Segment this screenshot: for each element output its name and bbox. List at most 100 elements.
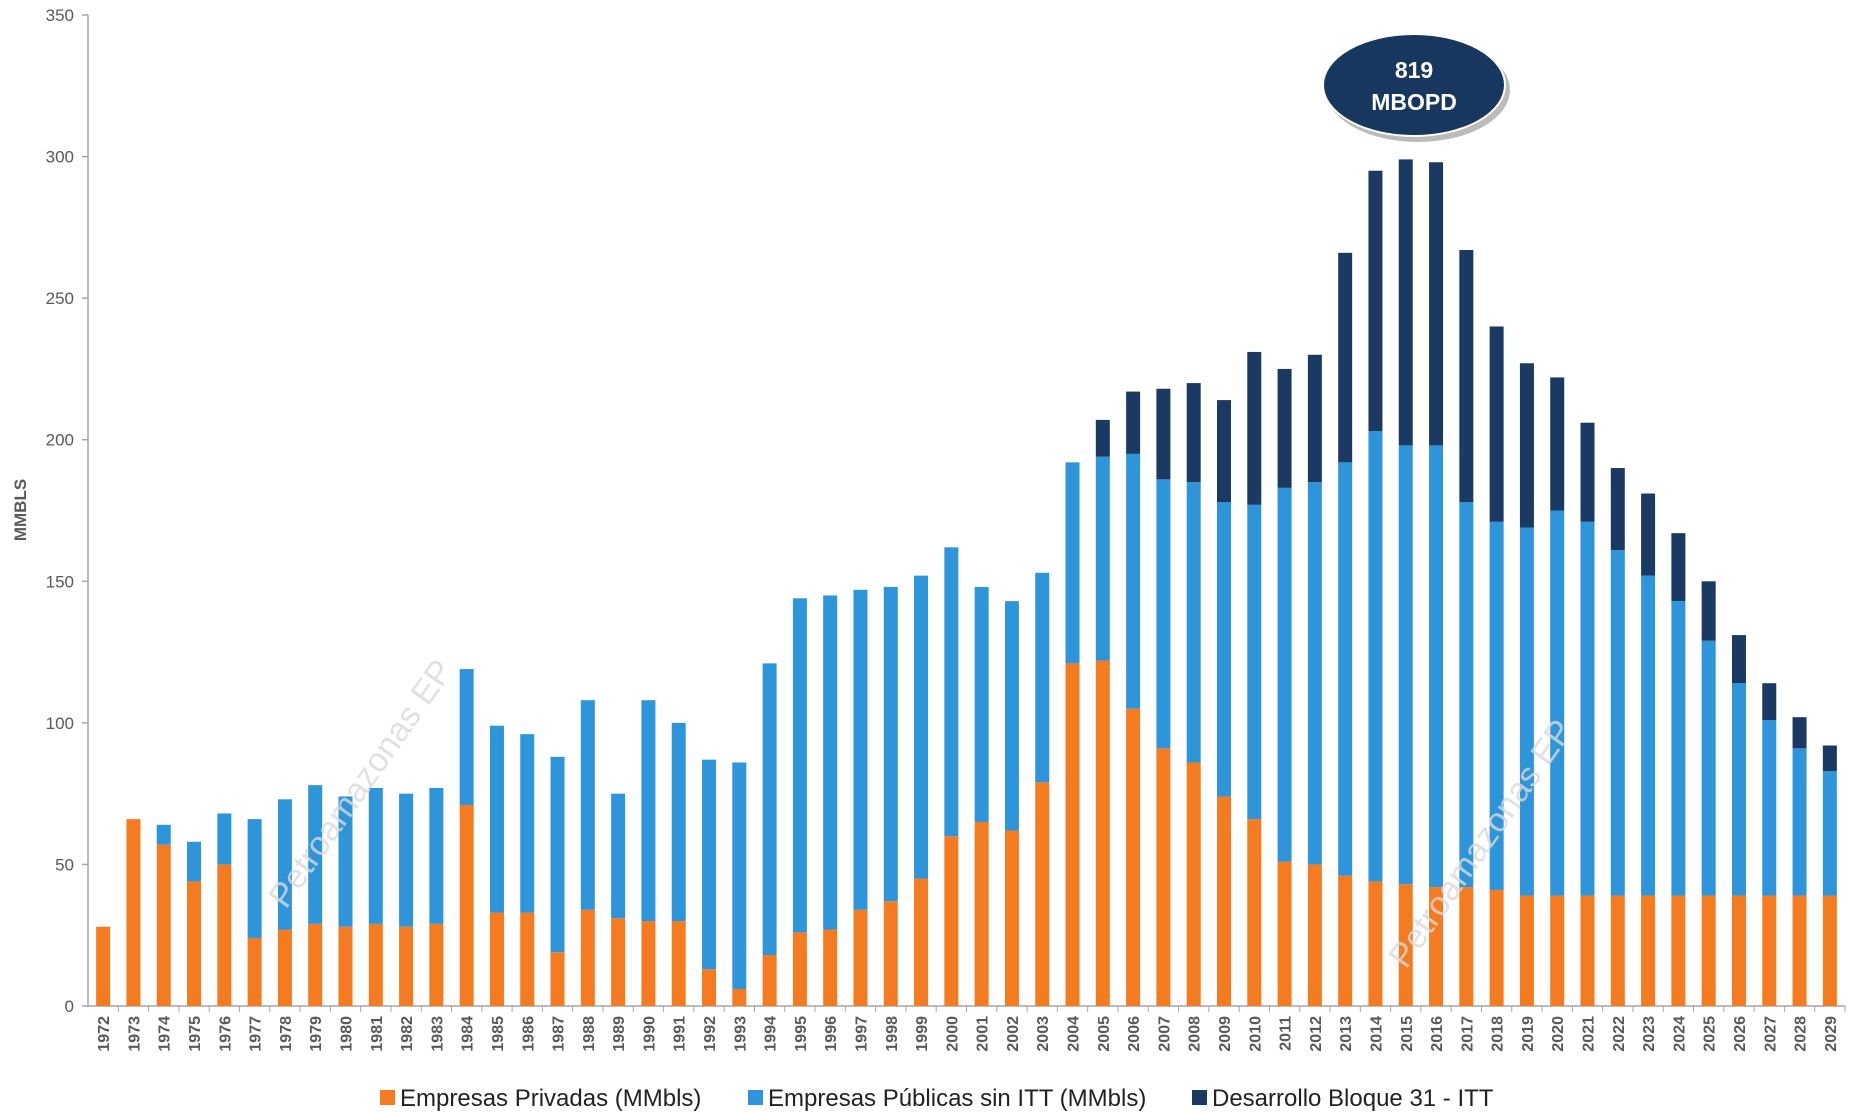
bar [611, 793, 626, 919]
bar [671, 921, 686, 1006]
bar [1126, 453, 1141, 709]
bar [1126, 391, 1141, 454]
bar [187, 841, 202, 882]
bar [1216, 796, 1231, 1006]
bar [1701, 895, 1716, 1006]
x-tick-label: 1980 [338, 1016, 355, 1052]
bar [1429, 887, 1444, 1006]
x-tick-label: 2005 [1096, 1016, 1113, 1052]
annotation-bubble [1322, 33, 1506, 137]
bar [429, 923, 444, 1006]
bar [1489, 326, 1504, 522]
bar [1489, 889, 1504, 1006]
x-tick-label: 2001 [975, 1016, 992, 1052]
bar [1792, 748, 1807, 896]
x-tick-label: 2003 [1035, 1016, 1052, 1052]
x-tick-label: 1991 [672, 1016, 689, 1052]
bar [338, 926, 353, 1006]
bar [792, 932, 807, 1006]
bar [1065, 462, 1080, 664]
legend-swatch [748, 1090, 763, 1105]
bar [1792, 895, 1807, 1006]
bar [1186, 383, 1201, 483]
bar [1307, 482, 1322, 865]
x-tick-label: 2016 [1429, 1016, 1446, 1052]
bar [914, 878, 929, 1006]
bar [853, 909, 868, 1006]
bar [1338, 252, 1353, 463]
bar [1277, 861, 1292, 1006]
bar [277, 929, 292, 1006]
bar [1277, 487, 1292, 862]
bar [641, 921, 656, 1006]
x-tick-label: 1981 [369, 1016, 386, 1052]
bar [762, 955, 777, 1006]
bar [974, 821, 989, 1006]
legend-label: Empresas Públicas sin ITT (MMbls) [768, 1085, 1146, 1112]
bar [944, 547, 959, 837]
x-tick-label: 1973 [126, 1016, 143, 1052]
legend-swatch [380, 1090, 395, 1105]
bar [1307, 864, 1322, 1006]
annotation-text: 819 [1395, 57, 1433, 83]
x-tick-label: 1974 [157, 1016, 174, 1052]
bar [1519, 363, 1534, 528]
bar [762, 663, 777, 956]
x-tick-label: 1998 [884, 1016, 901, 1052]
bar [247, 938, 262, 1006]
bar [974, 586, 989, 822]
bar [1822, 895, 1837, 1006]
x-tick-label: 1999 [914, 1016, 931, 1052]
y-tick-label: 100 [46, 714, 74, 733]
bar [1247, 819, 1262, 1006]
bar [1641, 575, 1656, 896]
x-tick-label: 2021 [1581, 1016, 1598, 1052]
x-tick-label: 2008 [1187, 1016, 1204, 1052]
bar [1338, 875, 1353, 1006]
bar [732, 989, 747, 1006]
bar [1398, 159, 1413, 446]
bar [1247, 351, 1262, 505]
legend-label: Desarrollo Bloque 31 - ITT [1212, 1085, 1494, 1112]
x-tick-label: 1997 [853, 1016, 870, 1052]
x-tick-label: 2017 [1459, 1016, 1476, 1052]
x-tick-label: 1977 [248, 1016, 265, 1052]
bar [1368, 881, 1383, 1006]
bar [1701, 581, 1716, 641]
bar [1762, 720, 1777, 896]
bar [1216, 400, 1231, 503]
bar [1368, 431, 1383, 882]
bar [1610, 550, 1625, 896]
bar [156, 824, 171, 845]
x-tick-label: 2023 [1641, 1016, 1658, 1052]
bar [1610, 468, 1625, 551]
bar [1277, 368, 1292, 488]
x-tick-label: 2022 [1611, 1016, 1628, 1052]
x-tick-label: 1996 [823, 1016, 840, 1052]
bar [1459, 887, 1474, 1006]
bar [1580, 895, 1595, 1006]
bar [611, 918, 626, 1006]
bar [1671, 601, 1686, 896]
x-tick-label: 1990 [641, 1016, 658, 1052]
bar [792, 598, 807, 933]
bar [671, 722, 686, 922]
y-tick-label: 300 [46, 148, 74, 167]
bar [1429, 445, 1444, 888]
y-tick-label: 150 [46, 572, 74, 591]
bar [1459, 250, 1474, 503]
bar [1822, 770, 1837, 896]
bar [1368, 170, 1383, 432]
x-tick-label: 2014 [1368, 1016, 1385, 1052]
bar [580, 909, 595, 1006]
x-tick-label: 2012 [1308, 1016, 1325, 1052]
bar [1671, 895, 1686, 1006]
x-tick-label: 2029 [1823, 1016, 1840, 1052]
x-tick-label: 2024 [1671, 1016, 1688, 1052]
x-tick-label: 2018 [1490, 1016, 1507, 1052]
bar [1459, 502, 1474, 888]
bar [459, 669, 474, 805]
bar [1519, 895, 1534, 1006]
bar [944, 836, 959, 1006]
bar [1489, 521, 1504, 890]
